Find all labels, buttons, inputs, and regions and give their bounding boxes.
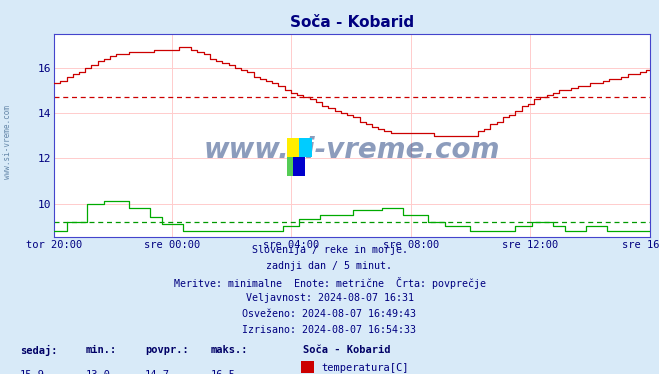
Text: www.si-vreme.com: www.si-vreme.com	[3, 105, 13, 179]
Text: 14,7: 14,7	[145, 370, 170, 374]
Text: 15,9: 15,9	[20, 370, 45, 374]
Text: povpr.:: povpr.:	[145, 345, 188, 355]
Text: min.:: min.:	[86, 345, 117, 355]
Bar	[293, 157, 306, 176]
Text: 13,0: 13,0	[86, 370, 111, 374]
Text: temperatura[C]: temperatura[C]	[321, 363, 409, 373]
Text: Soča - Kobarid: Soča - Kobarid	[303, 345, 391, 355]
Bar	[287, 157, 293, 176]
Text: Veljavnost: 2024-08-07 16:31: Veljavnost: 2024-08-07 16:31	[246, 293, 413, 303]
Text: Meritve: minimalne  Enote: metrične  Črta: povprečje: Meritve: minimalne Enote: metrične Črta:…	[173, 277, 486, 289]
Text: maks.:: maks.:	[211, 345, 248, 355]
Text: Osveženo: 2024-08-07 16:49:43: Osveženo: 2024-08-07 16:49:43	[243, 309, 416, 319]
Text: www.si-vreme.com: www.si-vreme.com	[204, 136, 500, 164]
Text: zadnji dan / 5 minut.: zadnji dan / 5 minut.	[266, 261, 393, 271]
Title: Soča - Kobarid: Soča - Kobarid	[290, 15, 415, 30]
Text: sedaj:: sedaj:	[20, 345, 57, 356]
Text: 16,5: 16,5	[211, 370, 236, 374]
Text: Slovenija / reke in morje.: Slovenija / reke in morje.	[252, 245, 407, 255]
Bar	[287, 138, 299, 157]
Bar	[299, 138, 312, 157]
Text: Izrisano: 2024-08-07 16:54:33: Izrisano: 2024-08-07 16:54:33	[243, 325, 416, 335]
